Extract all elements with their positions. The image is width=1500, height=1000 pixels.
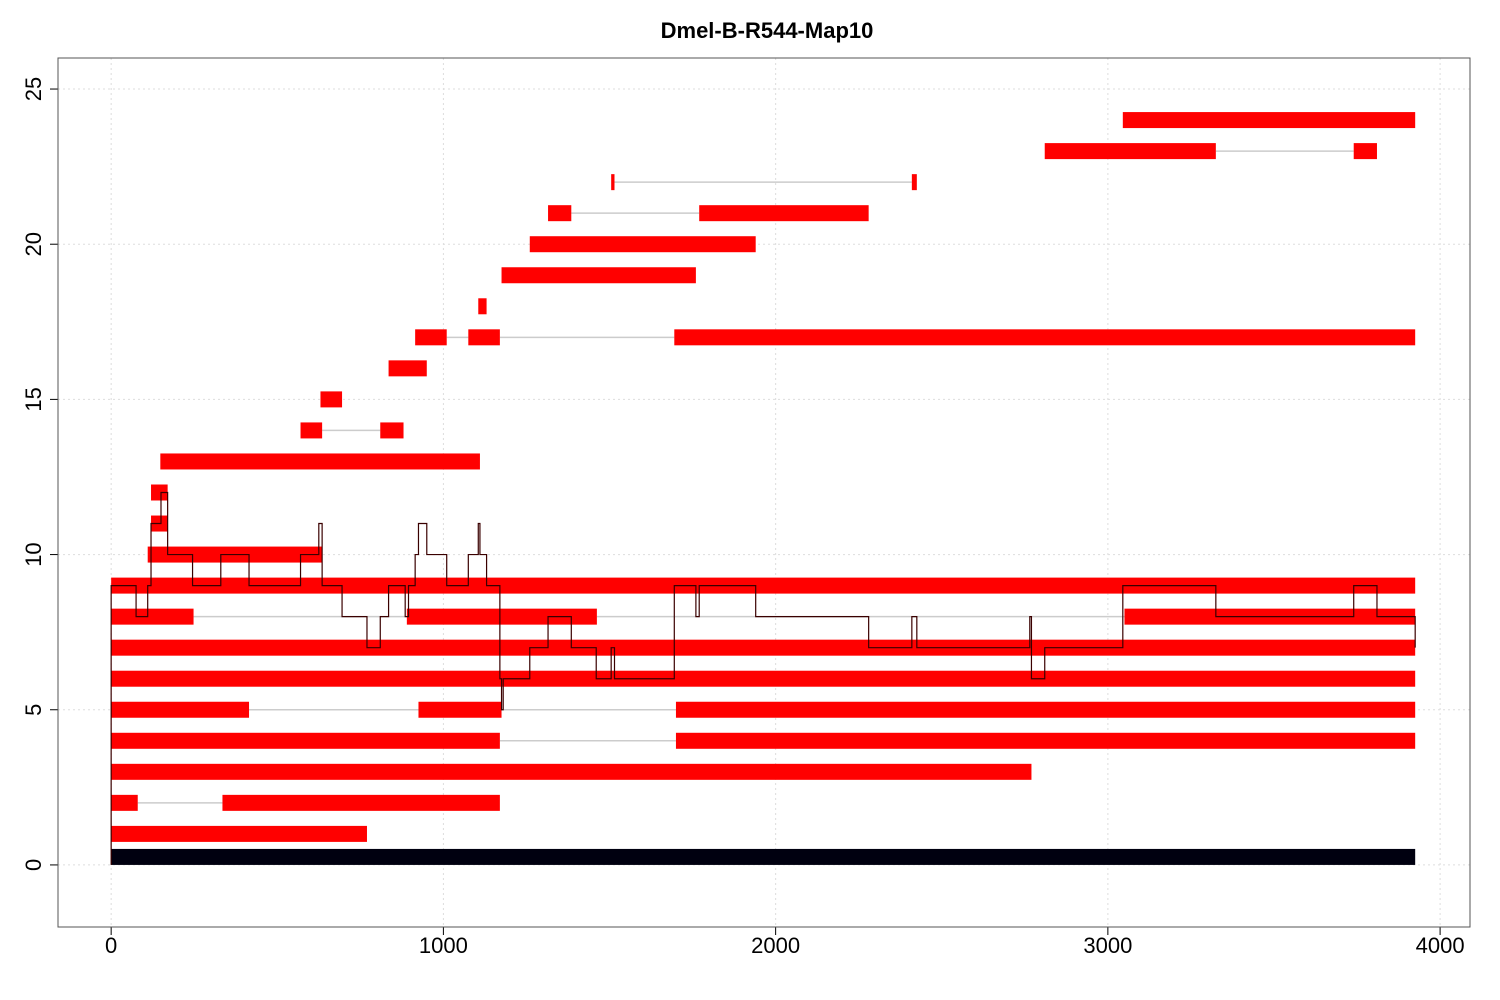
read-segment [406,608,597,625]
read-segment [111,577,1416,594]
plot-frame [57,57,1471,928]
coverage-line [110,491,1416,865]
x-tick-label: 4000 [1416,933,1465,958]
read-connectors [137,150,1354,804]
y-tick-label: 5 [21,704,46,716]
read-bars [111,112,1416,865]
read-segment [222,794,500,811]
read-segment [1353,143,1377,160]
read-segment [111,670,1416,687]
read-segment [611,174,615,191]
read-segment [468,329,500,346]
read-segment [1122,112,1416,129]
read-segment [699,205,869,222]
read-segment [675,701,1416,718]
read-segment [674,329,1416,346]
y-tick-label: 25 [21,77,46,101]
read-segment [111,794,138,811]
read-segment [675,732,1416,749]
y-tick-label: 0 [21,859,46,871]
read-segment [111,825,367,842]
read-segment [300,422,323,439]
read-segment [160,453,480,470]
reference-bar [111,848,1416,865]
read-segment [380,422,404,439]
read-segment [478,298,487,315]
read-segment [111,763,1032,780]
y-tick-label: 10 [21,542,46,566]
read-segment [418,701,502,718]
read-segment [320,391,343,408]
x-tick-label: 0 [105,933,117,958]
read-segment [111,608,194,625]
read-segment [548,205,572,222]
read-segment [151,484,168,501]
read-segment [1044,143,1216,160]
axes: 0 1000 2000 3000 4000 0 5 10 15 20 25 [21,77,1465,958]
read-segment [529,236,756,253]
x-tick-label: 1000 [419,933,468,958]
chart-title: Dmel-B-R544-Map10 [661,18,874,43]
read-segment [501,267,696,284]
x-tick-label: 2000 [751,933,800,958]
read-segment [415,329,447,346]
coverage-step-line [110,491,1416,865]
read-segment [388,360,427,377]
read-segment [111,732,500,749]
read-segment [111,701,250,718]
y-tick-label: 20 [21,232,46,256]
x-tick-label: 3000 [1083,933,1132,958]
read-segment [111,639,1416,656]
y-tick-label: 15 [21,387,46,411]
read-segment [911,174,917,191]
